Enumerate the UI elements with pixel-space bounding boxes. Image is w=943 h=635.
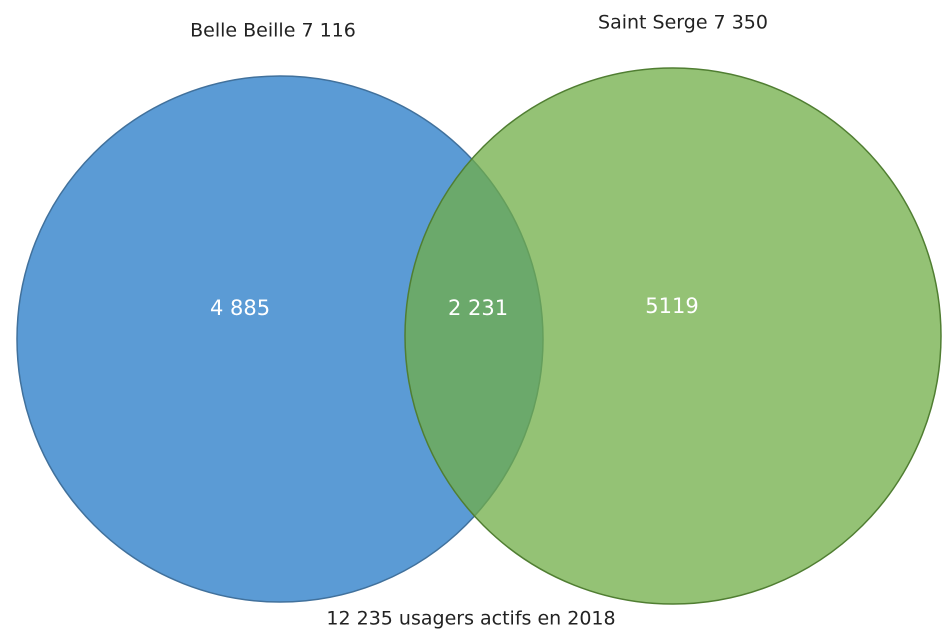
- set-only-count: 4 885: [210, 296, 270, 320]
- set-circle-saint-serge: [404, 67, 942, 605]
- set-label: Saint Serge 7 350: [598, 12, 768, 34]
- intersection-count: 2 231: [448, 296, 508, 320]
- caption: 12 235 usagers actifs en 2018: [326, 608, 615, 630]
- set-label: Belle Beille 7 116: [190, 20, 356, 42]
- set-only-count: 5119: [645, 294, 698, 318]
